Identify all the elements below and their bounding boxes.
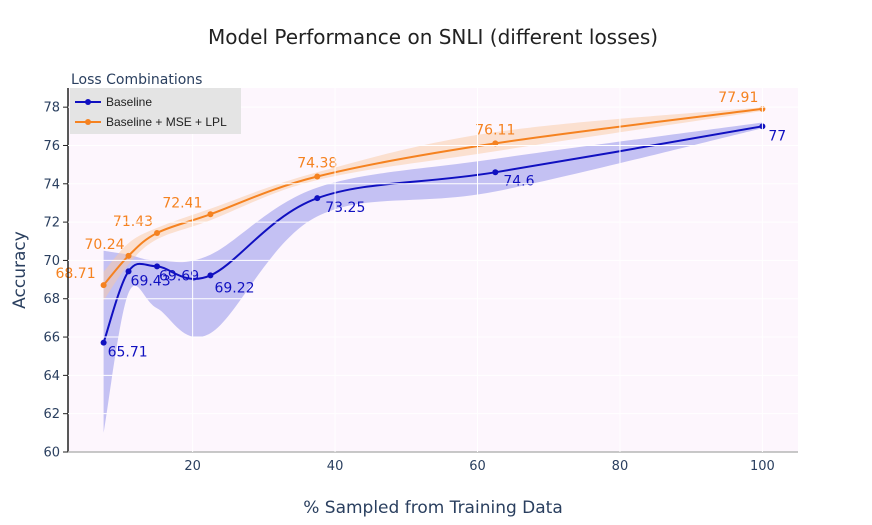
legend-marker-mse-lpl <box>85 119 91 125</box>
x-tick-label: 40 <box>327 459 344 474</box>
data-point-baseline[interactable] <box>314 195 321 202</box>
series-line-mse-lpl[interactable] <box>102 107 763 286</box>
data-label-baseline: 77 <box>768 128 786 144</box>
data-label-baseline: 74.6 <box>503 173 534 189</box>
data-label-baseline: 65.71 <box>108 345 148 361</box>
legend-marker-baseline <box>85 99 91 105</box>
series-line-baseline[interactable] <box>102 125 763 343</box>
data-label-mse-lpl: 70.24 <box>84 237 124 253</box>
data-label-mse-lpl: 77.91 <box>718 90 758 106</box>
y-tick-label: 64 <box>43 369 60 384</box>
data-label-mse-lpl: 74.38 <box>297 156 337 172</box>
data-point-mse-lpl[interactable] <box>492 140 499 147</box>
legend[interactable]: Baseline Baseline + MSE + LPL <box>70 88 241 134</box>
y-tick-label: 66 <box>43 331 60 346</box>
data-label-baseline: 69.43 <box>131 273 171 289</box>
data-point-mse-lpl[interactable] <box>154 230 161 237</box>
data-label-mse-lpl: 68.71 <box>56 266 96 282</box>
data-point-mse-lpl[interactable] <box>125 252 132 259</box>
x-tick-label: 60 <box>469 459 486 474</box>
data-point-baseline[interactable] <box>492 169 499 176</box>
data-point-mse-lpl[interactable] <box>314 173 321 180</box>
x-axis-label: % Sampled from Training Data <box>303 498 563 518</box>
legend-title: Loss Combinations <box>71 72 202 88</box>
x-tick-label: 20 <box>184 459 201 474</box>
legend-entry-baseline[interactable]: Baseline <box>106 95 152 109</box>
data-label-mse-lpl: 76.11 <box>475 122 515 138</box>
chart-title: Model Performance on SNLI (different los… <box>208 25 658 49</box>
legend-background <box>70 88 241 134</box>
data-label-baseline: 73.25 <box>325 200 365 216</box>
y-tick-label: 62 <box>43 407 60 422</box>
data-point-baseline[interactable] <box>100 339 107 346</box>
y-tick-label: 72 <box>43 216 60 231</box>
data-label-baseline: 69.22 <box>214 280 254 296</box>
y-tick-label: 60 <box>43 446 60 461</box>
y-tick-label: 70 <box>43 254 60 269</box>
y-tick-label: 74 <box>43 177 60 192</box>
y-tick-label: 78 <box>43 101 60 116</box>
legend-entry-mse-lpl[interactable]: Baseline + MSE + LPL <box>106 115 227 129</box>
confidence-band-baseline <box>103 122 763 433</box>
data-label-mse-lpl: 72.41 <box>162 195 202 211</box>
data-label-baseline: 69.69 <box>159 268 199 284</box>
data-point-mse-lpl[interactable] <box>100 282 107 289</box>
x-tick-label: 80 <box>612 459 629 474</box>
x-tick-label: 100 <box>750 459 775 474</box>
data-point-mse-lpl[interactable] <box>207 211 214 218</box>
y-axis-label: Accuracy <box>10 231 30 309</box>
data-point-baseline[interactable] <box>154 263 161 270</box>
y-tick-label: 68 <box>43 292 60 307</box>
data-point-baseline[interactable] <box>125 268 132 275</box>
data-point-baseline[interactable] <box>207 272 214 279</box>
y-tick-label: 76 <box>43 139 60 154</box>
